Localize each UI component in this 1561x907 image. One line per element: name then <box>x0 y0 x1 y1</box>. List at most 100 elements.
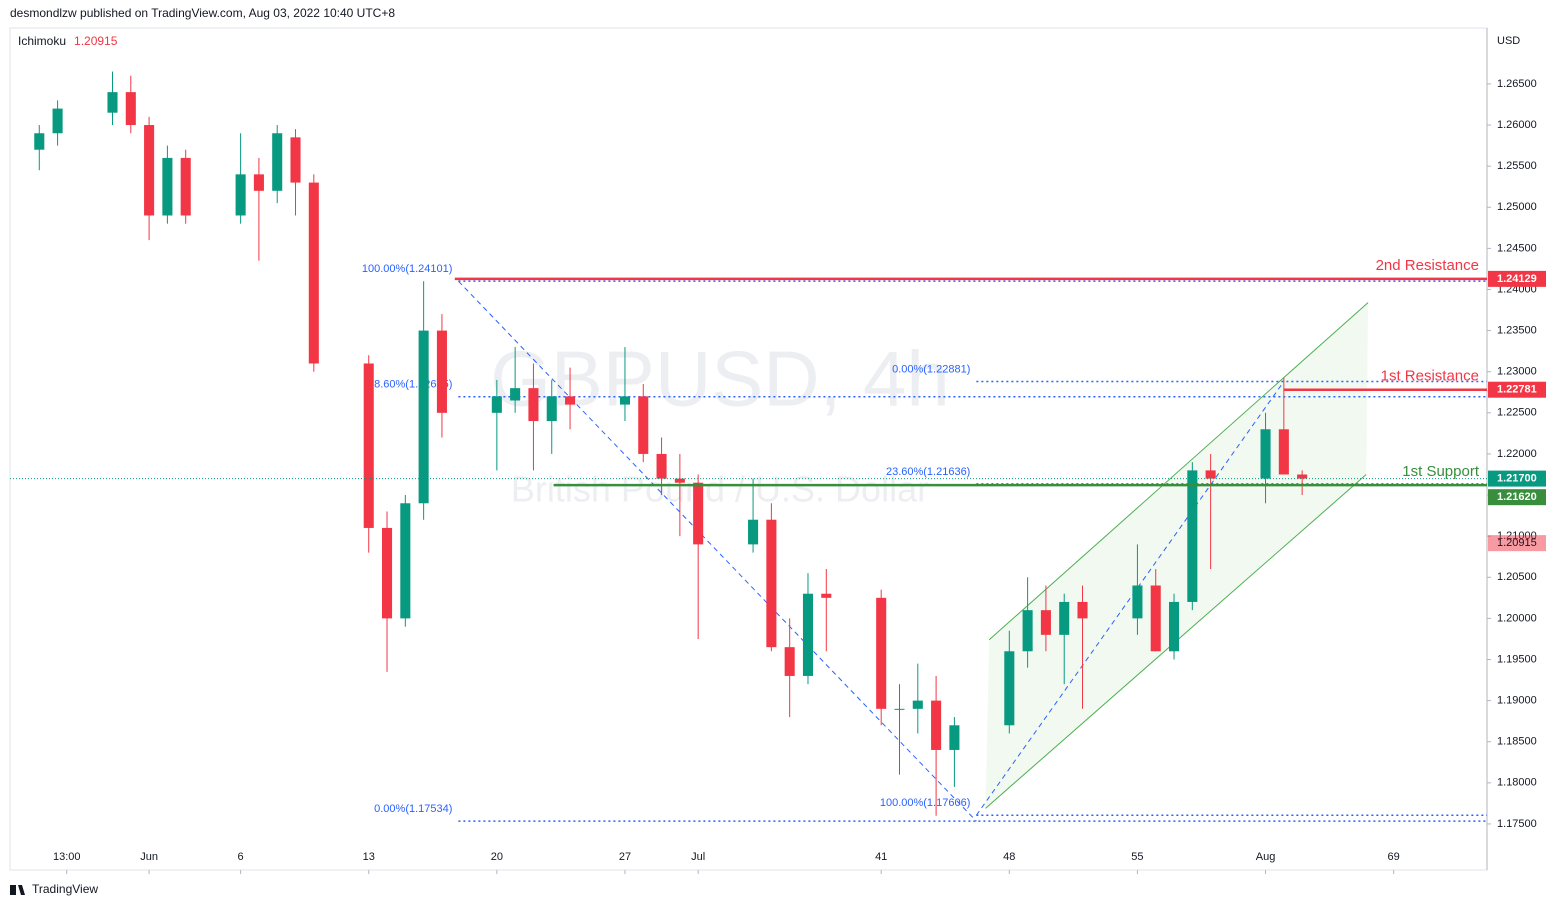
price-label-bg <box>1488 535 1546 552</box>
price-label: 1.21620 <box>1497 491 1537 503</box>
candle-body <box>491 396 502 413</box>
candle-body <box>821 593 832 598</box>
x-tick-label: Jun <box>140 851 158 863</box>
y-tick-label: 1.25500 <box>1497 160 1537 172</box>
y-tick-label: 1.26500 <box>1497 78 1537 90</box>
x-tick-label: 13 <box>363 851 375 863</box>
y-tick-label: 1.22000 <box>1497 448 1537 460</box>
candle-body <box>235 174 246 216</box>
y-tick-label: 1.25000 <box>1497 201 1537 213</box>
y-tick-label: 1.18000 <box>1497 777 1537 789</box>
candle-body <box>949 725 960 750</box>
candle-body <box>912 700 923 709</box>
candle-body <box>546 396 557 422</box>
fib-label: 78.60%(1.22695) <box>368 379 452 391</box>
candle-body <box>1168 601 1180 652</box>
channel-line <box>988 302 1369 641</box>
candle-body <box>34 133 45 150</box>
currency: USD <box>1497 35 1520 47</box>
candle-body <box>1297 474 1308 479</box>
candle-body <box>528 388 539 422</box>
candle-body <box>693 482 704 545</box>
candle-body <box>381 527 393 619</box>
watermark-symbol: GBPUSD, 4h <box>490 335 950 423</box>
level-name: 2nd Resistance <box>1376 257 1479 274</box>
y-tick-label: 1.26000 <box>1497 119 1537 131</box>
candle-body <box>894 708 905 710</box>
price-label-bg <box>1488 270 1546 287</box>
fib-label: 100.00%(1.17606) <box>880 797 971 809</box>
candle-body <box>1260 429 1271 479</box>
candle-body <box>400 503 411 619</box>
level-name: 1st Resistance <box>1381 368 1479 385</box>
price-label: 1.22781 <box>1497 384 1537 396</box>
candle-body <box>290 137 301 183</box>
y-tick-label: 1.20500 <box>1497 571 1537 583</box>
candle-body <box>1040 610 1051 635</box>
candle-body <box>656 453 667 479</box>
price-label-bg <box>1488 381 1546 398</box>
candle-body <box>253 174 264 191</box>
indicator-name: Ichimoku <box>18 34 66 48</box>
y-tick-label: 1.17500 <box>1497 818 1537 830</box>
candle-body <box>931 700 942 750</box>
candle-body <box>1132 585 1143 619</box>
y-tick-label: 1.24500 <box>1497 242 1537 254</box>
channel-fill <box>985 302 1369 809</box>
candle-body <box>1022 610 1033 652</box>
price-label: 1.21700 <box>1497 473 1537 485</box>
candle-body <box>1059 601 1070 635</box>
candle-body <box>748 519 759 545</box>
x-tick-label: 20 <box>491 851 503 863</box>
candle-body <box>436 330 447 413</box>
candle-body <box>1278 429 1289 475</box>
x-tick-label: 55 <box>1131 851 1143 863</box>
candle-body <box>674 478 685 483</box>
brand: TradingView <box>32 882 98 896</box>
candle-body <box>308 182 319 364</box>
x-tick-label: 41 <box>875 851 887 863</box>
y-tick-label: 1.22500 <box>1497 407 1537 419</box>
candle-body <box>125 92 136 126</box>
candle-body <box>418 330 429 504</box>
price-label: 1.20915 <box>1497 537 1537 549</box>
candle-body <box>272 133 283 191</box>
candle-body <box>52 108 63 134</box>
candle-body <box>1187 470 1198 602</box>
x-tick-label: Aug <box>1256 851 1276 863</box>
candle-body <box>180 157 191 216</box>
watermark-description: British Pound / U.S. Dollar <box>511 469 929 510</box>
x-tick-label: 48 <box>1003 851 1015 863</box>
candle-body <box>363 363 374 528</box>
fib-label: 0.00%(1.22881) <box>892 363 970 375</box>
candle-body <box>162 157 173 216</box>
candle-body <box>107 92 118 113</box>
candle-body <box>1205 470 1216 479</box>
y-tick-label: 1.23500 <box>1497 325 1537 337</box>
y-tick-label: 1.20000 <box>1497 612 1537 624</box>
candle-body <box>638 396 649 454</box>
price-label-bg <box>1488 489 1546 506</box>
fib-label: 0.00%(1.17534) <box>374 803 452 815</box>
x-tick-label: 69 <box>1388 851 1400 863</box>
candle-body <box>1150 585 1161 652</box>
y-tick-label: 1.23000 <box>1497 366 1537 378</box>
fib-label: 100.00%(1.24101) <box>362 263 453 275</box>
candle-body <box>766 519 777 648</box>
x-tick-label: 13:00 <box>53 851 81 863</box>
candle-body <box>802 593 814 676</box>
logo <box>10 885 25 895</box>
candle-body <box>1077 601 1088 619</box>
y-tick-label: 1.19500 <box>1497 653 1537 665</box>
price-label: 1.24129 <box>1497 273 1537 285</box>
candle-body <box>144 125 155 216</box>
candle-body <box>784 647 795 676</box>
x-tick-label: 6 <box>238 851 244 863</box>
y-tick-label: 1.19000 <box>1497 695 1537 707</box>
candle-body <box>619 396 630 405</box>
level-name: 1st Support <box>1402 463 1480 480</box>
y-tick-label: 1.18500 <box>1497 736 1537 748</box>
